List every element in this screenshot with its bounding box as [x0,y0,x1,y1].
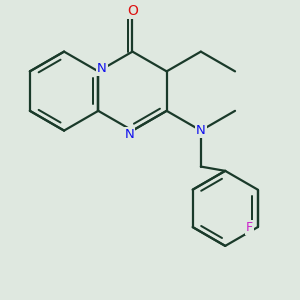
Text: N: N [125,128,134,141]
Text: N: N [196,124,206,137]
Text: F: F [246,220,253,234]
Text: N: N [97,62,106,75]
Text: O: O [127,4,138,17]
